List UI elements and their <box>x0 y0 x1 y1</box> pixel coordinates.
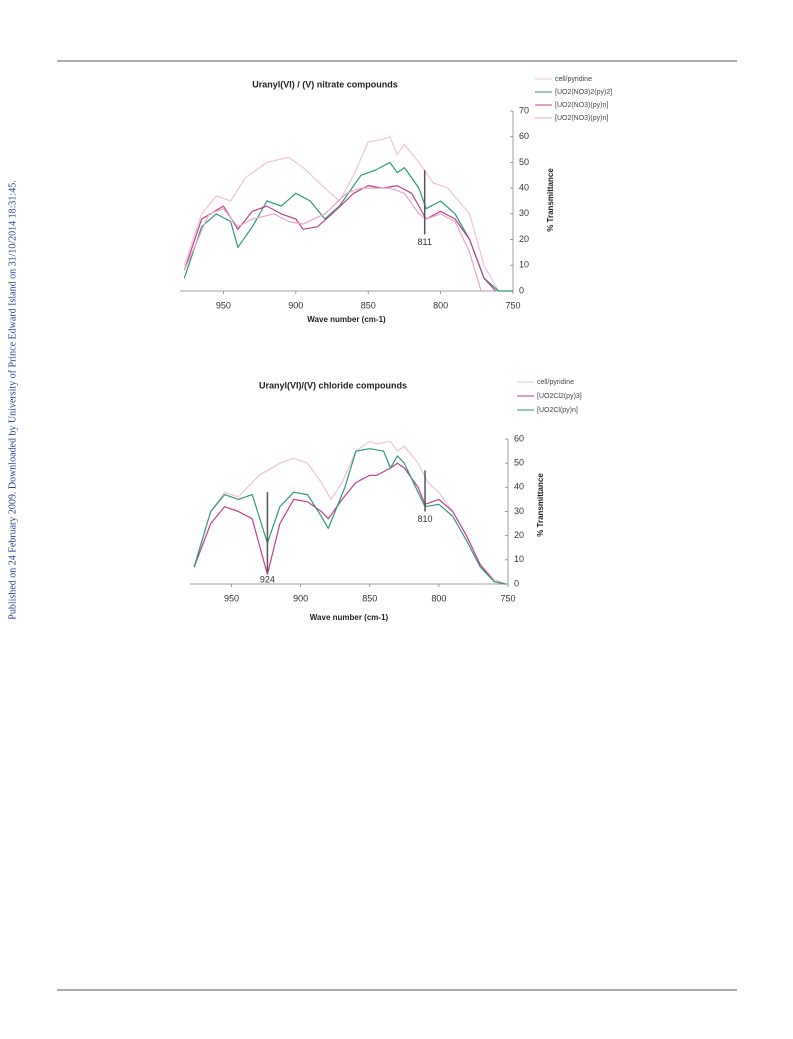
y-tick-label: 50 <box>519 157 529 167</box>
annotation-label: 924 <box>260 574 275 584</box>
data-line <box>183 185 497 292</box>
x-tick-label: 800 <box>433 300 448 310</box>
x-tick-label: 950 <box>224 593 239 603</box>
data-line <box>183 187 482 292</box>
y-tick-label: 10 <box>519 260 529 270</box>
x-tick-label: 950 <box>216 300 231 310</box>
data-line <box>183 136 500 292</box>
x-tick-label: 750 <box>505 300 520 310</box>
x-tick-label: 800 <box>431 593 446 603</box>
y-tick-label: 60 <box>519 131 529 141</box>
x-tick-label: 900 <box>288 300 303 310</box>
legend-label: cell/pyridine <box>537 379 574 386</box>
x-tick-label: 850 <box>362 593 377 603</box>
x-tick-label: 900 <box>293 593 308 603</box>
y-tick-label: 60 <box>514 433 524 443</box>
annotation-label: 810 <box>418 514 433 524</box>
data-line <box>183 161 513 292</box>
y-tick-label: 70 <box>519 105 529 115</box>
y-tick-label: 0 <box>519 285 524 295</box>
legend-label: [UO2Cl2(py)3] <box>537 393 582 400</box>
y-tick-label: 20 <box>514 530 524 540</box>
x-axis-label: Wave number (cm-1) <box>307 315 386 324</box>
legend-label: cell/pyridine <box>555 76 592 83</box>
y-tick-label: 50 <box>514 458 524 468</box>
data-line <box>193 448 506 585</box>
y-tick-label: 40 <box>519 183 529 193</box>
y-tick-label: 0 <box>514 578 519 588</box>
y-tick-label: 10 <box>514 554 524 564</box>
y-tick-label: 40 <box>514 482 524 492</box>
legend-label: [UO2Cl(py)n] <box>537 407 578 414</box>
x-tick-label: 750 <box>500 593 515 603</box>
data-line <box>193 462 506 585</box>
chart-title: Uranyl(VI)/(V) chloride compounds <box>259 380 407 390</box>
y-axis-label: % Transmittance <box>546 168 555 232</box>
legend-label: [UO2(NO3)(py)n] <box>555 115 608 122</box>
annotation-label: 811 <box>418 237 432 247</box>
y-tick-label: 30 <box>514 506 524 516</box>
y-tick-label: 30 <box>519 208 529 218</box>
y-axis-label: % Transmittance <box>536 473 545 537</box>
x-tick-label: 850 <box>361 300 376 310</box>
x-axis-label: Wave number (cm-1) <box>310 613 389 622</box>
y-tick-label: 20 <box>519 234 529 244</box>
chart-title: Uranyl(VI) / (V) nitrate compounds <box>252 79 398 89</box>
side-note: Published on 24 February 2009. Downloade… <box>7 180 18 619</box>
legend-label: [UO2(NO3)(py)n] <box>555 102 608 109</box>
legend-label: [UO2(NO3)2(py)2] <box>555 89 612 96</box>
